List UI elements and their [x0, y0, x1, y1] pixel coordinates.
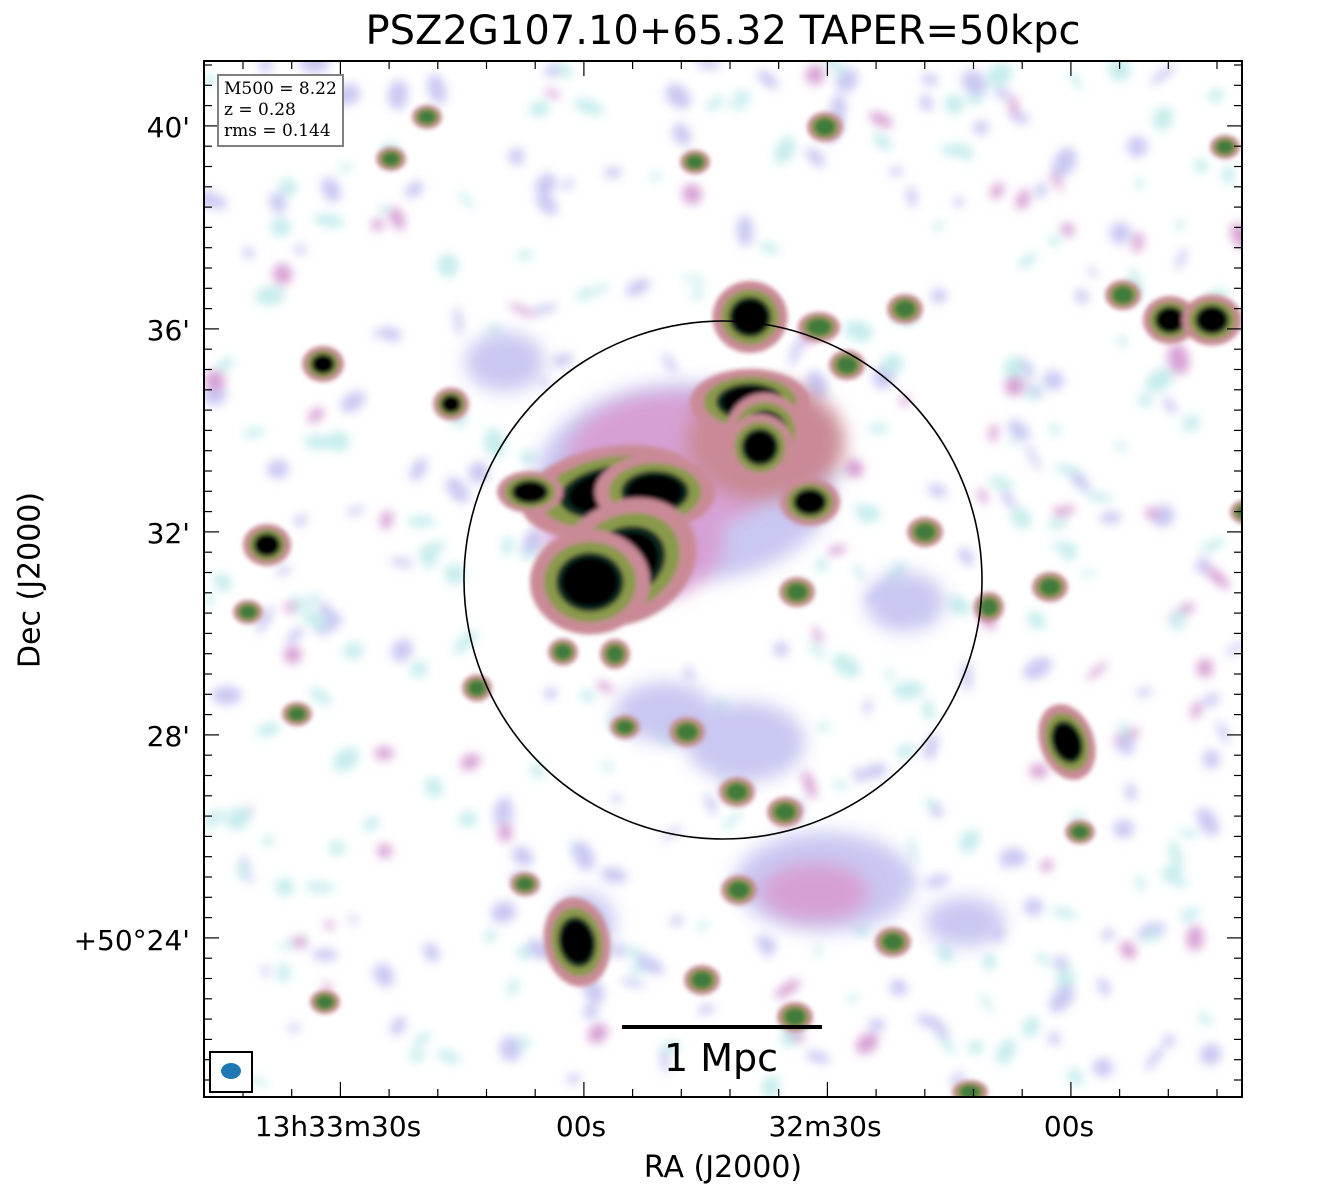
- r500-circle: [463, 320, 983, 840]
- redshift-text: z = 0.28: [224, 100, 296, 120]
- y-tick-label-24: +50°24': [73, 924, 190, 957]
- y-tick-label-28: 28': [146, 720, 190, 753]
- figure-title: PSZ2G107.10+65.32 TAPER=50kpc: [365, 8, 1081, 54]
- radio-image-panel: [203, 60, 1243, 1098]
- y-tick-label-32: 32': [146, 517, 190, 550]
- axis-ticks: [205, 62, 1241, 1096]
- mass-text: M500 = 8.22: [224, 79, 337, 99]
- rms-text: rms = 0.144: [224, 121, 331, 141]
- y-tick-label-36: 36': [146, 314, 190, 347]
- compact-sources: [233, 105, 1241, 1096]
- scale-bar-label: 1 Mpc: [663, 1036, 779, 1080]
- x-tick-label-2: 00s: [555, 1110, 607, 1143]
- beam-ellipse-icon: [221, 1063, 241, 1079]
- x-tick-label-3: 32m30s: [768, 1110, 882, 1143]
- y-axis-title: Dec (J2000): [12, 491, 48, 669]
- y-tick-label-40: 40': [146, 111, 190, 144]
- beam-box: [209, 1051, 253, 1093]
- info-box: M500 = 8.22 z = 0.28 rms = 0.144: [217, 74, 344, 147]
- x-tick-label-4: 00s: [1043, 1110, 1095, 1143]
- scale-bar: [622, 1025, 822, 1029]
- background-noise: [205, 62, 1241, 1096]
- x-axis-title: RA (J2000): [643, 1150, 803, 1185]
- radio-map: [205, 62, 1241, 1096]
- x-tick-label-1: 13h33m30s: [254, 1110, 422, 1143]
